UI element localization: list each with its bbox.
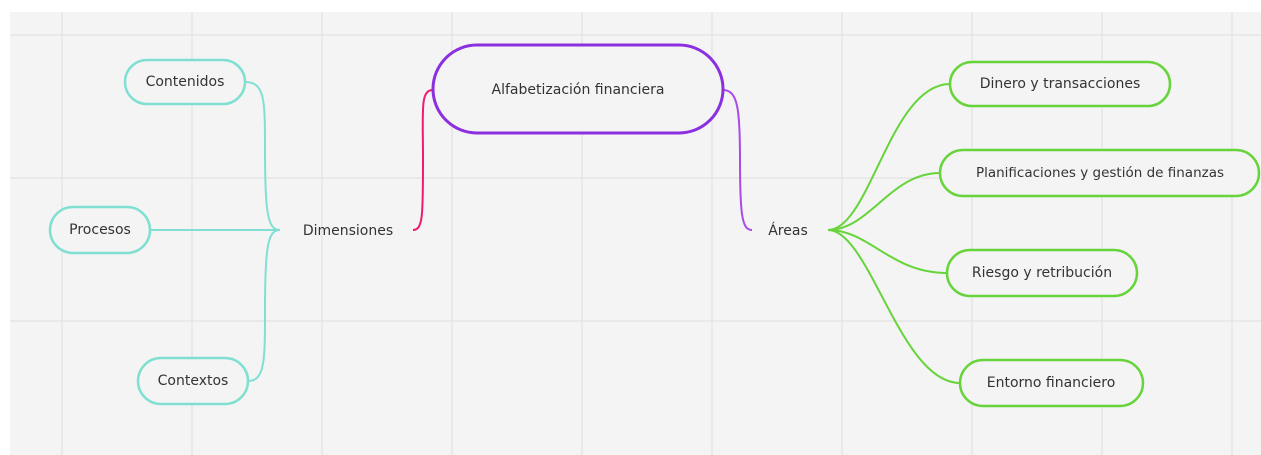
node-label: Procesos (69, 222, 131, 238)
connector (412, 89, 434, 231)
node-label: Entorno financiero (987, 375, 1116, 391)
node-label: Contenidos (146, 74, 225, 90)
central-node[interactable] (431, 43, 725, 135)
green-connectors (827, 83, 961, 384)
branch-label[interactable]: Áreas (768, 222, 808, 239)
node[interactable] (938, 148, 1261, 198)
branch-label[interactable]: Dimensiones (303, 223, 393, 239)
node-label: Dinero y transacciones (980, 76, 1141, 92)
node[interactable] (958, 358, 1145, 408)
node[interactable] (945, 248, 1139, 298)
teal-connectors (150, 81, 281, 382)
node[interactable] (136, 356, 250, 406)
node-label: Riesgo y retribución (972, 265, 1112, 281)
node[interactable] (123, 58, 247, 106)
node-label: Planificaciones y gestión de finanzas (976, 165, 1224, 181)
central-label: Alfabetización financiera (492, 82, 665, 98)
node[interactable] (948, 60, 1172, 108)
node[interactable] (48, 205, 152, 255)
connector (722, 89, 753, 231)
node-label: Contextos (158, 373, 229, 389)
